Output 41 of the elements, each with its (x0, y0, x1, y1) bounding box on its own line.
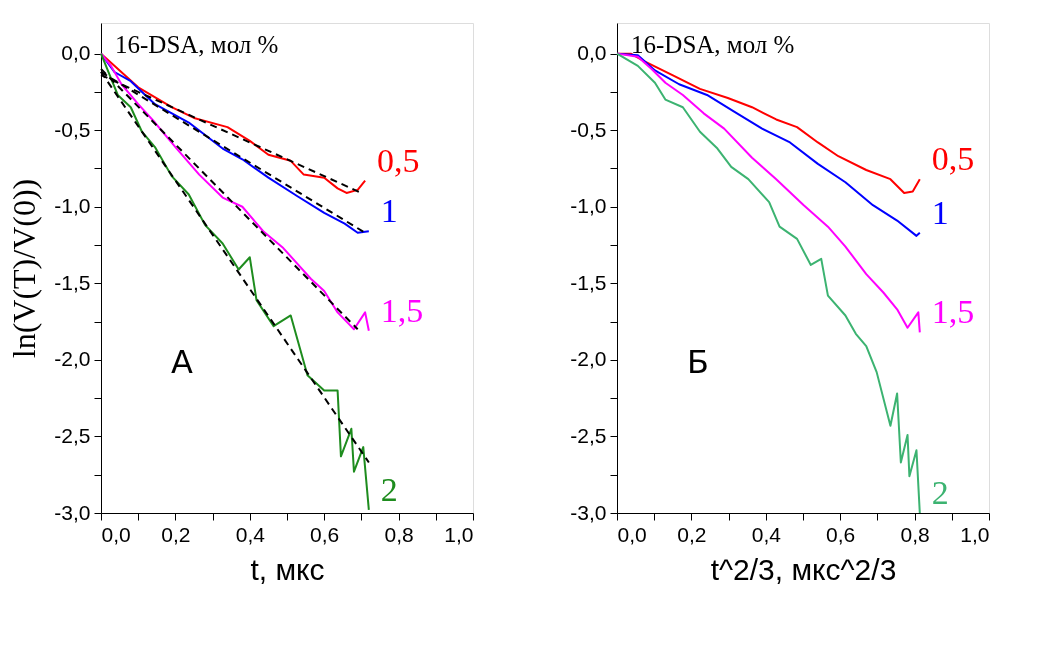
series-label: 0,5 (377, 141, 420, 179)
y-tick-label: -2,0 (54, 347, 91, 371)
annotation: A (171, 343, 193, 381)
x-tick-label: 0,6 (826, 522, 856, 546)
y-tick-label: -3,0 (570, 500, 607, 524)
y-tick-label: -3,0 (54, 500, 91, 524)
y-tick-label: -1,0 (54, 194, 91, 218)
series-label: 2 (931, 474, 949, 511)
x-tick-label: 0,4 (235, 522, 266, 546)
annotation: Б (687, 343, 709, 381)
annotation: 16-DSA, мол % (631, 31, 795, 58)
y-tick-label: -0,5 (570, 117, 607, 141)
y-tick-label: -2,0 (570, 347, 607, 371)
series-label: 1,5 (380, 291, 424, 329)
x-axis-title: t^2/3, мкс^2/3 (710, 552, 897, 586)
x-tick-label: 0,2 (677, 522, 707, 546)
x-tick-label: 0,0 (101, 522, 131, 546)
x-tick-label: 0,2 (161, 522, 191, 546)
y-tick-label: -0,5 (54, 117, 91, 141)
x-tick-label: 0,4 (751, 522, 782, 546)
x-tick-label: 0,0 (617, 522, 647, 546)
y-tick-label: -2,5 (54, 423, 91, 447)
x-tick-label: 1,0 (444, 522, 474, 546)
series-label: 1 (931, 193, 949, 231)
y-tick-label: 0,0 (577, 41, 607, 65)
annotation: 16-DSA, мол % (115, 31, 279, 58)
x-tick-label: 0,8 (384, 522, 414, 546)
y-tick-label: -1,0 (570, 194, 607, 218)
y-tick-label: -2,5 (570, 423, 607, 447)
series-label: 0,5 (931, 140, 975, 178)
series-label: 1,5 (931, 293, 975, 331)
x-tick-label: 0,6 (310, 522, 340, 546)
series-label: 1 (380, 192, 398, 230)
y-tick-label: -1,5 (570, 270, 607, 294)
y-tick-label: 0,0 (61, 41, 91, 65)
y-axis-title: ln(V(T)/V(0)) (6, 178, 43, 359)
x-axis-title: t, мкс (250, 552, 325, 586)
x-tick-label: 0,8 (900, 522, 930, 546)
series-label: 2 (380, 470, 398, 508)
x-tick-label: 1,0 (960, 522, 990, 546)
y-tick-label: -1,5 (54, 270, 91, 294)
